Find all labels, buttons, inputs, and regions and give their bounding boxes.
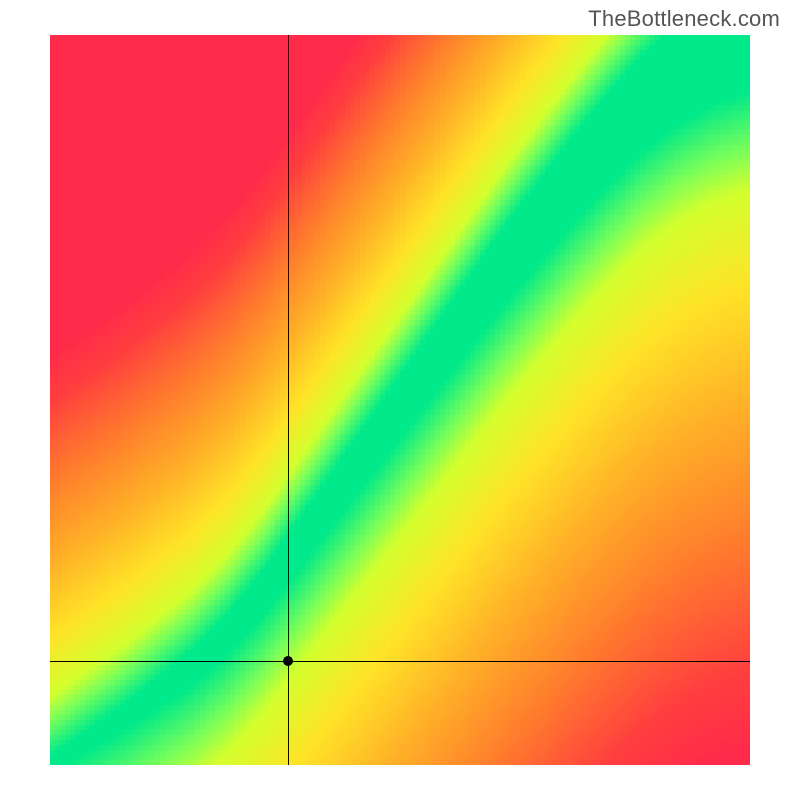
bottleneck-heatmap <box>50 35 750 765</box>
crosshair-marker <box>283 656 293 666</box>
watermark-text: TheBottleneck.com <box>588 6 780 32</box>
crosshair-horizontal <box>50 661 750 662</box>
chart-container: TheBottleneck.com <box>0 0 800 800</box>
